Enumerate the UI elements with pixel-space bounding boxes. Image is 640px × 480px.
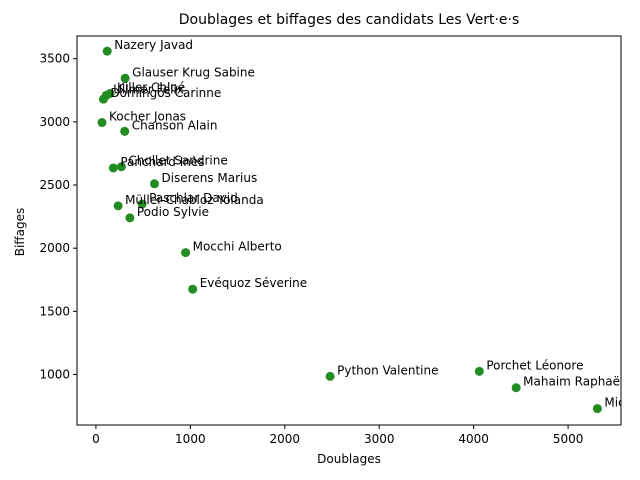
- data-point: [181, 248, 191, 258]
- point-label: Paschlar David: [149, 191, 238, 205]
- data-point: [97, 118, 107, 128]
- data-point: [149, 179, 159, 189]
- data-point: [116, 162, 126, 172]
- point-label: Domingos Carinne: [110, 86, 221, 100]
- point-label: Chollet Sandrine: [128, 154, 227, 168]
- point-label: Glauser Krug Sabine: [132, 65, 255, 79]
- axes-frame: [76, 35, 622, 426]
- y-tick-label: 1500: [39, 304, 70, 318]
- point-label: Mahaim Raphaël: [523, 375, 623, 389]
- data-point: [592, 404, 602, 414]
- point-label: Chanson Alain: [132, 118, 218, 132]
- data-point: [113, 201, 123, 211]
- x-tick-label: 4000: [458, 432, 489, 446]
- y-tick-label: 3500: [39, 52, 70, 66]
- y-tick-label: 2500: [39, 178, 70, 192]
- x-tick-label: 0: [92, 432, 100, 446]
- data-point: [102, 46, 112, 56]
- y-tick-label: 2000: [39, 241, 70, 255]
- point-label: Evéquoz Séverine: [200, 276, 307, 290]
- point-label: Micha: [604, 396, 639, 410]
- chart-title: Doublages et biffages des candidats Les …: [179, 12, 520, 28]
- point-label: Diserens Marius: [161, 171, 257, 185]
- y-tick-label: 1000: [39, 367, 70, 381]
- x-tick-label: 2000: [270, 432, 301, 446]
- y-axis-label: Biffages: [13, 208, 27, 256]
- data-point: [325, 371, 335, 381]
- point-label: Panchard Inès: [120, 155, 204, 169]
- point-label: Nazery Javad: [114, 38, 193, 52]
- point-label: Podio Sylvie: [137, 205, 209, 219]
- data-point: [108, 163, 118, 173]
- data-point: [120, 73, 130, 83]
- point-label: Python Valentine: [337, 363, 438, 377]
- point-label: Porchet Léonore: [486, 358, 583, 372]
- data-point: [188, 284, 198, 294]
- point-label: Mocchi Alberto: [193, 240, 282, 254]
- point-label: Ullmer Felix: [113, 82, 184, 96]
- x-tick-label: 5000: [553, 432, 584, 446]
- point-label: Müller-Chabloz Yolanda: [125, 193, 264, 207]
- y-tick-label: 3000: [39, 115, 70, 129]
- data-point: [137, 199, 147, 209]
- x-tick-label: 3000: [364, 432, 395, 446]
- point-label: Kocher Jonas: [109, 110, 186, 124]
- data-point: [474, 366, 484, 376]
- data-point: [125, 213, 135, 223]
- x-axis-label: Doublages: [317, 452, 381, 466]
- x-tick-label: 1000: [175, 432, 206, 446]
- point-label: Killer Chloé: [117, 80, 185, 94]
- data-point: [120, 126, 130, 136]
- data-point: [98, 94, 108, 104]
- data-point: [511, 383, 521, 393]
